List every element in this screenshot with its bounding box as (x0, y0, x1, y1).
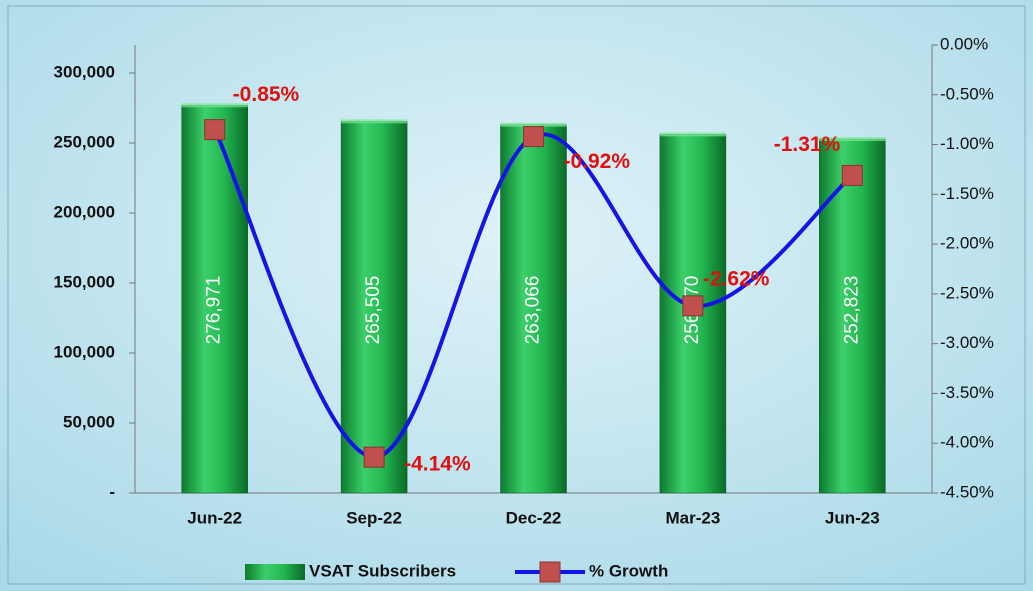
x-tick-label: Sep-22 (346, 508, 402, 527)
y-tick-label: - (109, 482, 115, 501)
bar (181, 104, 248, 494)
y2-tick-label: -1.00% (940, 134, 994, 153)
y2-tick-label: -0.50% (940, 84, 994, 103)
y2-tick-label: -2.00% (940, 234, 994, 253)
growth-marker (363, 446, 385, 468)
frame (7, 5, 1026, 585)
y-tick-label: 250,000 (54, 132, 115, 151)
growth-label: -2.62% (703, 267, 770, 290)
x-tick-label: Mar-23 (665, 508, 720, 527)
y2-tick-label: -2.50% (940, 283, 994, 302)
y2-tick-label: -4.50% (940, 482, 994, 501)
y2-tick-label: -3.50% (940, 383, 994, 402)
legend-label: % Growth (589, 561, 668, 580)
bar-top (341, 119, 408, 124)
growth-marker (523, 126, 544, 148)
x-tick-label: Jun-23 (825, 508, 880, 527)
legend-label: VSAT Subscribers (309, 561, 456, 580)
growth-marker (841, 164, 863, 186)
bar-top (181, 103, 248, 108)
growth-marker (204, 119, 226, 141)
y2-tick-label: 0.00% (940, 34, 988, 53)
bar-value-label: 276,971 (204, 276, 225, 345)
y-tick-label: 150,000 (54, 272, 115, 291)
growth-label: -1.31% (774, 133, 841, 156)
y-tick-label: 200,000 (54, 202, 115, 221)
growth-label: -0.85% (233, 83, 300, 106)
bar (500, 124, 567, 494)
growth-marker (682, 295, 704, 317)
y2-tick-label: -1.50% (940, 184, 994, 203)
bar-value-label: 252,823 (841, 276, 862, 345)
bar (340, 121, 408, 494)
y-tick-label: 300,000 (54, 62, 115, 81)
y-tick-label: 100,000 (54, 342, 115, 361)
x-tick-label: Jun-22 (187, 508, 242, 527)
bar-value-label: 265,505 (363, 276, 384, 345)
bar-top (500, 122, 567, 127)
bar-top (659, 132, 726, 137)
bar-top (819, 137, 886, 142)
growth-line (212, 128, 854, 460)
y-tick-label: 50,000 (63, 412, 115, 431)
legend-swatch-bar (245, 564, 305, 580)
growth-label: -0.92% (564, 150, 631, 173)
legend-swatch-marker (539, 561, 561, 583)
growth-label: -4.14% (404, 453, 471, 476)
x-tick-label: Dec-22 (506, 508, 562, 527)
y2-tick-label: -3.00% (940, 333, 994, 352)
bar-value-label: 263,066 (523, 276, 544, 345)
y2-tick-label: -4.00% (940, 433, 994, 452)
